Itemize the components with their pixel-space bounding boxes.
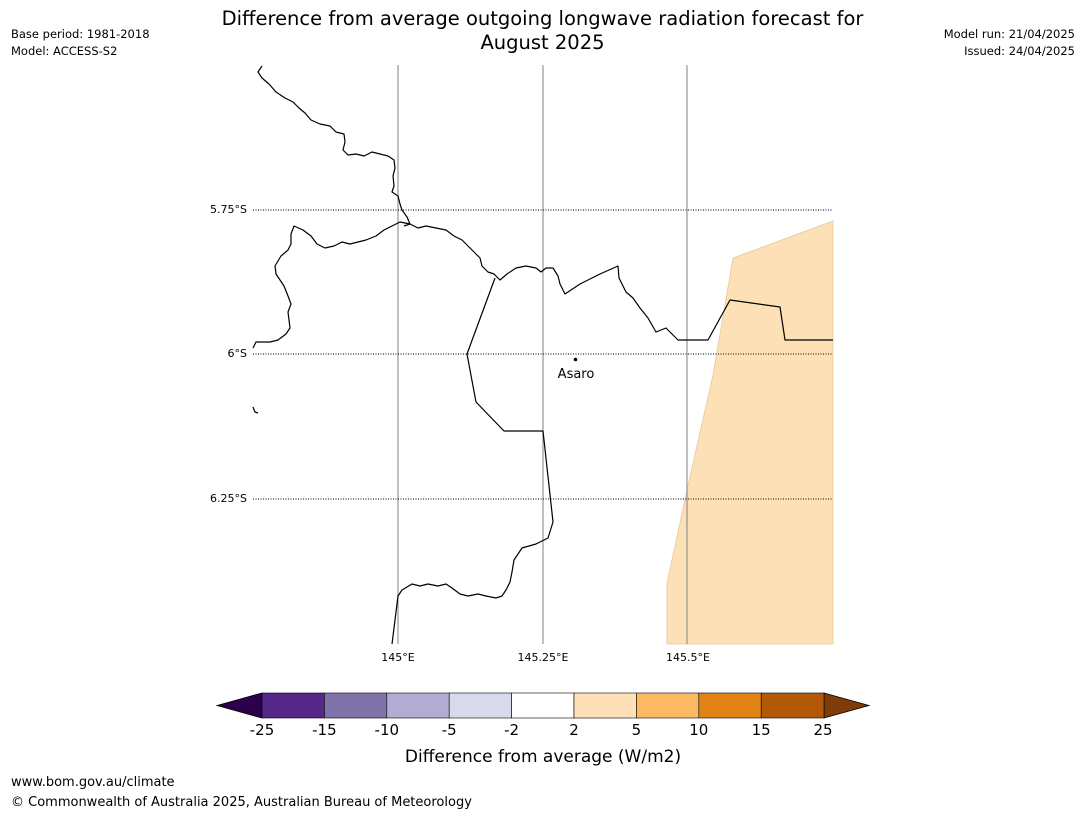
colorbar-segment [573,692,637,719]
boundary-lines [252,65,833,645]
colorbar-title: Difference from average (W/m2) [405,747,681,767]
colorbar-segment [448,692,512,719]
boundary-fragment [252,406,259,414]
asaro-marker [573,357,578,362]
lon-label-145-5e: 145.5°E [666,651,710,664]
base-period-text: Base period: 1981-2018 [11,27,150,41]
colorbar-segment [636,692,700,719]
map-title-line-2: August 2025 [480,31,605,54]
map-title-line-1: Difference from average outgoing longwav… [221,7,864,30]
lat-label-6s: 6°S [228,347,247,360]
map-title: Difference from average outgoing longwav… [180,7,905,55]
colorbar-segment [698,692,762,719]
colorbar-tick: 5 [632,721,642,739]
colorbar-tick: -5 [442,721,457,739]
meridian-lines [397,65,688,644]
issued-text: Issued: 24/04/2025 [964,44,1075,58]
colorbar-tick: 10 [689,721,708,739]
colorbar-tick: 25 [813,721,832,739]
colorbar-segment [511,692,575,719]
colorbar-segment [760,692,825,719]
footer-copyright: © Commonwealth of Australia 2025, Austra… [11,795,472,810]
colorbar-under-arrow [215,692,263,719]
colorbar-tick: -10 [375,721,400,739]
metadata-right: Model run: 21/04/2025 Issued: 24/04/2025 [944,26,1075,60]
anomaly-shading [666,220,834,645]
colorbar-tick: -15 [312,721,337,739]
lat-label-6-25s: 6.25°S [210,492,247,505]
footer-url[interactable]: www.bom.gov.au/climate [11,775,175,790]
metadata-left: Base period: 1981-2018 Model: ACCESS-S2 [11,26,150,60]
colorbar-over-arrow [823,692,871,719]
colorbar-tick: 15 [752,721,771,739]
boundary-central [252,221,833,349]
asaro-label: Asaro [558,367,595,382]
colorbar: -25 -15 -10 -5 -2 2 5 10 15 25 Differenc… [215,692,871,767]
colorbar-tick: -2 [504,721,519,739]
boundary-province [391,277,554,645]
parallel-lines [253,209,833,500]
lat-label-5-75s: 5.75°S [210,203,247,216]
boundary-north [257,65,411,227]
model-text: Model: ACCESS-S2 [11,44,118,58]
colorbar-tick: -25 [250,721,275,739]
model-run-text: Model run: 21/04/2025 [943,27,1075,41]
lon-label-145-25e: 145.25°E [518,651,569,664]
lon-label-145e: 145°E [381,651,414,664]
colorbar-tick: 2 [569,721,579,739]
colorbar-segment [261,692,325,719]
colorbar-segment [324,692,388,719]
colorbar-segment [386,692,450,719]
